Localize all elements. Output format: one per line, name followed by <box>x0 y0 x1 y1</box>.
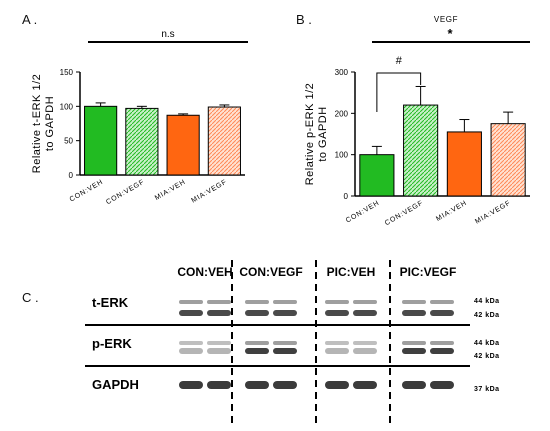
kda-label: 42 kDa <box>474 312 500 319</box>
y-tick-label: 100 <box>335 151 349 160</box>
lane-group-label: PIC:VEH <box>327 265 376 279</box>
bar <box>207 106 241 176</box>
x-tick-label: MIA:VEH <box>435 200 468 223</box>
blot-band <box>207 381 231 389</box>
bar <box>84 105 118 176</box>
blot-band <box>325 348 349 354</box>
blot-band <box>179 310 203 316</box>
chart-p-erk: 0 100 200 300 Relative p-ERK 1/2 to GAPDH CON:… <box>304 15 530 227</box>
kda-label: 44 kDa <box>474 298 500 305</box>
blot-band <box>207 310 231 316</box>
blot-band <box>179 348 203 354</box>
y-tick-label: 0 <box>69 171 74 180</box>
panel-c-label: C . <box>22 290 39 305</box>
y-axis-label: Relative p-ERK 1/2 <box>304 83 316 186</box>
chart-title: VEGF <box>434 15 458 24</box>
x-tick-label: CON:VEH <box>69 179 105 204</box>
bar <box>403 104 439 197</box>
blot-band <box>353 348 377 354</box>
blot-band <box>402 300 426 304</box>
blot-band <box>179 300 203 304</box>
bar <box>490 123 526 197</box>
blot-band <box>430 381 454 389</box>
blot-band <box>245 310 269 316</box>
blot-band <box>273 348 297 354</box>
x-tick-label: CON:VEH <box>345 200 381 225</box>
blot-band <box>430 348 454 354</box>
lane-group-label: CON:VEH <box>177 265 232 279</box>
comparison-label: # <box>396 55 403 67</box>
y-tick-label: 100 <box>60 102 74 111</box>
bar <box>446 131 482 197</box>
blot-band <box>430 300 454 304</box>
blot-band <box>273 300 297 304</box>
blot-band <box>207 348 231 354</box>
x-tick-label: MIA:VEGF <box>190 179 228 205</box>
blot-row-label: t-ERK <box>92 295 129 310</box>
blot-band <box>207 341 231 345</box>
blot-band <box>353 381 377 389</box>
blot-band <box>402 310 426 316</box>
lane-group-label: PIC:VEGF <box>400 265 457 279</box>
blot-band <box>245 381 269 389</box>
blot-band <box>179 341 203 345</box>
y-tick-label: 200 <box>335 109 349 118</box>
blot-band <box>353 341 377 345</box>
blot-band <box>402 381 426 389</box>
y-axis-label: Relative t-ERK 1/2 <box>31 74 43 173</box>
blot-band <box>245 341 269 345</box>
comparison-bracket <box>376 72 422 112</box>
kda-label: 42 kDa <box>474 353 500 360</box>
kda-label: 44 kDa <box>474 340 500 347</box>
blot-band <box>325 341 349 345</box>
kda-label: 37 kDa <box>474 386 500 393</box>
lane-group-label: CON:VEGF <box>239 265 302 279</box>
blot-band <box>273 310 297 316</box>
blot-band <box>402 341 426 345</box>
panel-a-label: A . <box>22 12 38 27</box>
bar <box>125 107 159 176</box>
y-tick-label: 50 <box>64 137 73 146</box>
blot-band <box>353 310 377 316</box>
blot-band <box>325 300 349 304</box>
blot-band <box>273 381 297 389</box>
significance-label: n.s <box>161 29 174 40</box>
blot-band <box>353 300 377 304</box>
blot-band <box>179 381 203 389</box>
bar <box>359 154 395 197</box>
y-tick-label: 150 <box>60 68 74 77</box>
blot-band <box>325 381 349 389</box>
x-tick-label: MIA:VEH <box>154 179 187 202</box>
blot-band <box>402 348 426 354</box>
blot-row-label: GAPDH <box>92 377 139 392</box>
blot-band <box>325 310 349 316</box>
bar <box>166 114 200 176</box>
x-tick-label: CON:VEGF <box>384 200 425 228</box>
y-axis-label-line2: to GAPDH <box>317 106 329 161</box>
y-tick-label: 300 <box>335 68 349 77</box>
blot-band <box>245 348 269 354</box>
significance-label: * <box>447 26 453 41</box>
y-tick-label: 0 <box>344 192 349 201</box>
western-blot: CON:VEH CON:VEGF PIC:VEH PIC:VEGF t-ERK p-ERK… <box>85 260 500 424</box>
x-tick-label: CON:VEGF <box>105 179 146 207</box>
blot-row-label: p-ERK <box>92 336 132 351</box>
blot-band <box>273 341 297 345</box>
x-tick-label: MIA:VEGF <box>474 200 512 226</box>
blot-band <box>245 300 269 304</box>
blot-band <box>207 300 231 304</box>
chart-t-erk: 0 50 100 150 Relative t-ERK 1/2 to GAPDH CON:V… <box>31 29 248 206</box>
blot-band <box>430 310 454 316</box>
panel-b-label: B . <box>296 12 312 27</box>
y-axis-label-line2: to GAPDH <box>44 96 56 151</box>
blot-band <box>430 341 454 345</box>
